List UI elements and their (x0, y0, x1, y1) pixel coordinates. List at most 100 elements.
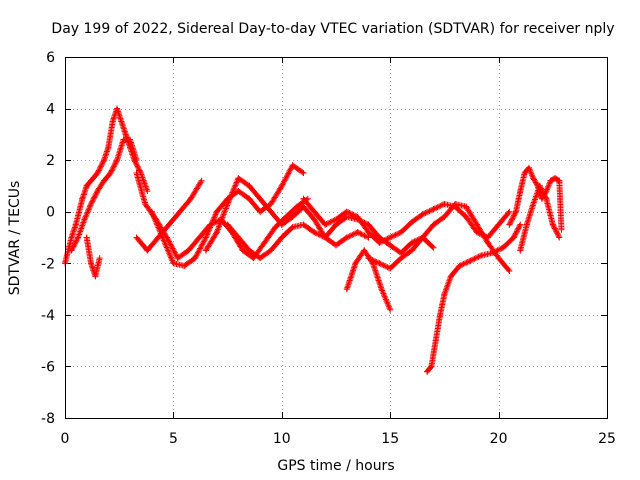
data-point (68, 234, 75, 241)
data-point (101, 177, 107, 184)
chart-title: Day 199 of 2022, Sidereal Day-to-day VTE… (51, 21, 614, 37)
data-point (549, 221, 556, 228)
data-point (311, 208, 318, 215)
data-point (289, 162, 296, 169)
data-point (278, 234, 285, 241)
data-point (441, 213, 448, 220)
data-point (333, 221, 339, 228)
data-point (109, 118, 116, 125)
data-point (202, 247, 209, 254)
data-point (452, 201, 459, 207)
data-point (235, 175, 242, 182)
data-point (88, 177, 94, 184)
data-point (300, 195, 307, 202)
data-point (300, 221, 307, 228)
data-point (122, 131, 129, 138)
data-point (79, 195, 86, 202)
data-point (376, 234, 383, 241)
data-point (187, 195, 194, 202)
data-point (512, 208, 519, 215)
data-point (268, 208, 274, 215)
data-point (114, 157, 120, 164)
data-point (202, 234, 209, 241)
data-point (94, 188, 101, 195)
data-point (163, 234, 170, 241)
x-tick-label: 5 (169, 431, 178, 447)
data-point (523, 221, 530, 228)
data-point (294, 203, 300, 210)
data-point (88, 260, 94, 267)
data-point (144, 247, 151, 254)
plot-frame (65, 57, 608, 419)
data-point (365, 255, 372, 262)
data-point (81, 216, 88, 223)
data-point (133, 234, 140, 241)
data-point (105, 144, 112, 151)
data-point (83, 234, 90, 241)
data-point (289, 213, 296, 220)
data-point (272, 224, 279, 231)
data-point (489, 250, 496, 256)
data-point (311, 229, 318, 236)
data-point (365, 229, 372, 236)
data-point (192, 255, 199, 262)
x-tick-label: 15 (381, 431, 399, 447)
data-point (176, 208, 183, 215)
data-point (463, 213, 470, 220)
x-axis-label: GPS time / hours (277, 458, 394, 474)
data-point (517, 188, 524, 195)
data-point (343, 208, 350, 215)
data-point (257, 255, 264, 262)
data-point (170, 260, 177, 267)
data-point (365, 234, 372, 241)
data-point (430, 206, 437, 213)
data-point (517, 221, 524, 228)
data-point (552, 175, 558, 182)
data-point (166, 221, 173, 228)
x-tick-label: 25 (598, 431, 616, 447)
data-point (235, 234, 242, 241)
data-point (419, 234, 426, 241)
data-point (278, 221, 285, 228)
y-tick-label: 2 (46, 153, 55, 169)
data-point (441, 201, 448, 207)
data-point (447, 273, 454, 280)
data-point (536, 182, 543, 189)
data-point (517, 247, 524, 254)
data-point (88, 201, 94, 207)
data-point (94, 170, 101, 176)
data-point (526, 164, 532, 171)
data-point (101, 157, 107, 164)
data-point (506, 268, 513, 274)
data-point (506, 221, 513, 228)
data-layer (62, 105, 565, 375)
data-point (478, 252, 485, 259)
data-point (68, 247, 75, 254)
series-trail (424, 222, 523, 375)
series-arc-10 (343, 247, 394, 313)
data-point (354, 229, 361, 236)
data-point (408, 247, 415, 254)
data-point (213, 208, 220, 215)
data-point (133, 157, 140, 164)
data-point (463, 203, 470, 210)
data-point (530, 201, 537, 207)
data-point (467, 257, 474, 264)
data-point (543, 195, 550, 202)
data-point (268, 201, 274, 207)
data-point (300, 203, 307, 210)
data-point (72, 221, 79, 228)
data-point (432, 337, 439, 344)
data-point (239, 247, 246, 254)
data-point (352, 260, 359, 267)
data-point (289, 224, 296, 231)
data-point (398, 255, 404, 262)
data-point (387, 242, 394, 249)
data-point (495, 221, 502, 228)
series-arc-14 (517, 182, 563, 254)
y-tick-label: -8 (41, 411, 55, 427)
grid (65, 57, 607, 418)
axis-ticks: 0 5 10 15 20 25 -8 -6 -4 -2 0 2 4 6 (41, 50, 616, 447)
y-tick-label: -6 (41, 359, 55, 375)
data-point (75, 234, 81, 241)
